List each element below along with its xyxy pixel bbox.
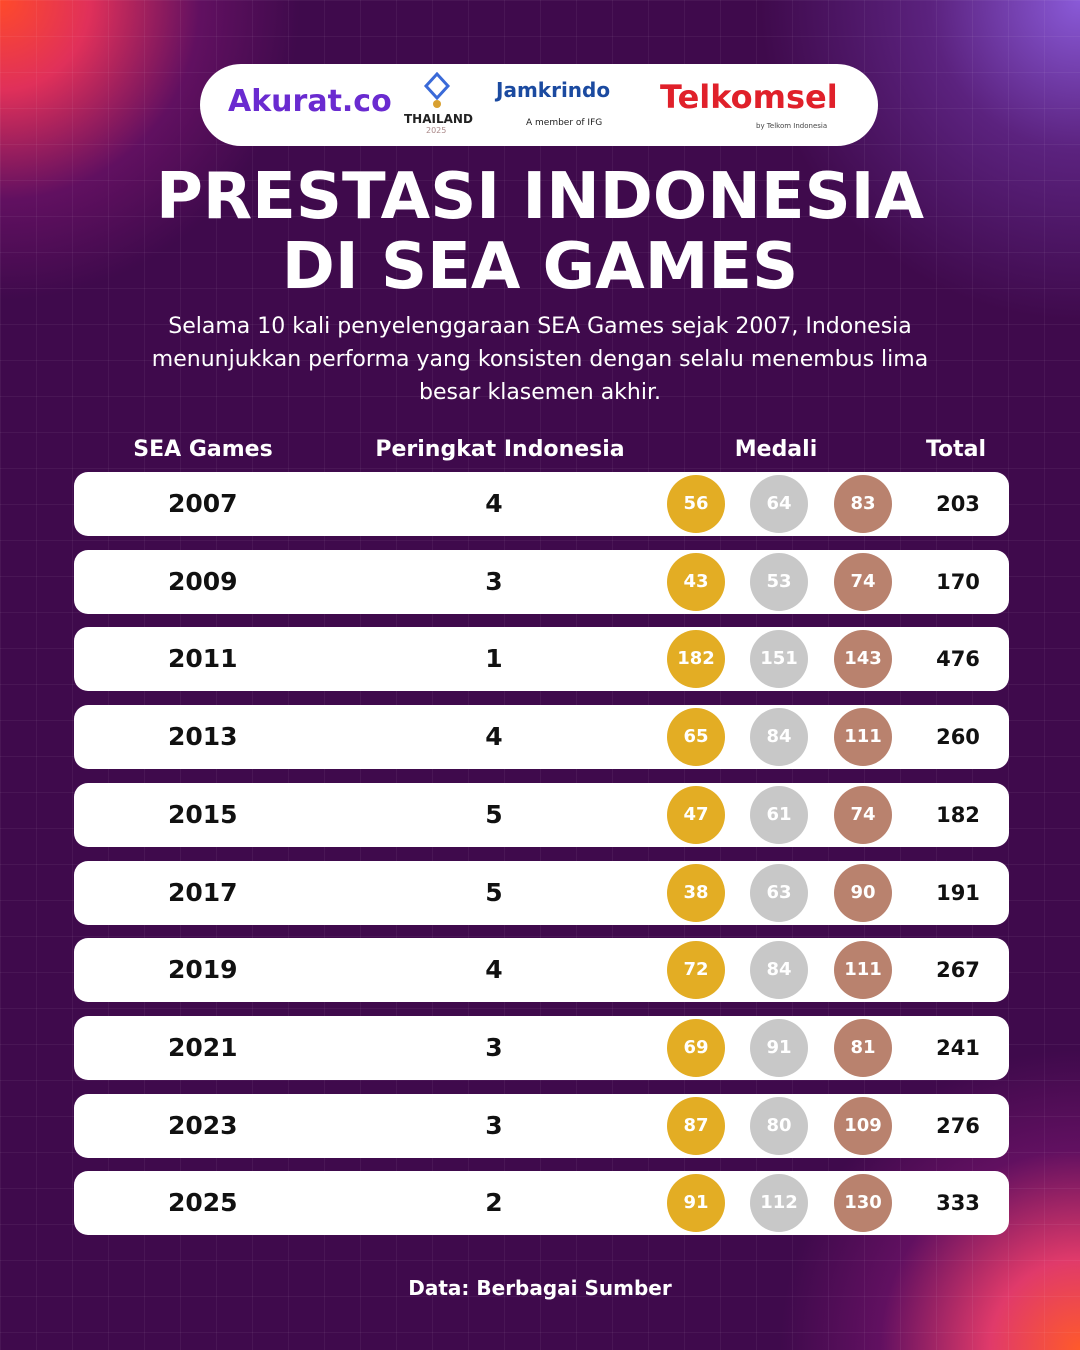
total: 182	[936, 802, 980, 827]
subtitle: Selama 10 kali penyelenggaraan SEA Games…	[151, 314, 929, 405]
table-row: 2019 4 72 84 111 267	[74, 938, 1009, 1003]
gold-medals: 38	[667, 863, 725, 922]
silver-medals: 84	[750, 708, 808, 767]
total: 276	[936, 1113, 980, 1138]
title-line: DI SEA GAMES	[281, 230, 799, 304]
year: 2011	[168, 644, 238, 674]
rank: 3	[485, 1032, 503, 1062]
bronze-medals: 111	[834, 708, 892, 767]
table-row: 2023 3 87 80 109 276	[74, 1093, 1009, 1158]
table-row: 2007 4 56 64 83 203	[74, 472, 1009, 536]
silver-medals: 80	[750, 1096, 808, 1155]
year: 2021	[168, 1032, 238, 1062]
gold-medals: 182	[667, 630, 725, 689]
total: 260	[936, 725, 980, 750]
bronze-medals: 90	[834, 863, 892, 922]
silver-medals: 64	[750, 475, 808, 533]
total: 241	[936, 1035, 980, 1060]
total: 476	[936, 647, 980, 672]
logo-telkomsel-by: by Telkom Indonesia	[756, 122, 828, 130]
column-header: Medali	[734, 437, 818, 462]
total: 170	[936, 569, 980, 594]
title: PRESTASI INDONESIA DI SEA GAMES	[0, 162, 1080, 302]
logo-akurat: Akurat.co	[228, 84, 392, 119]
silver-medals: 91	[750, 1018, 808, 1077]
rank: 3	[485, 1110, 503, 1140]
gold-medals: 65	[667, 708, 725, 767]
silver-medals: 63	[750, 863, 808, 922]
logo-thailand-year: 2025	[426, 126, 447, 135]
silver-medals: 112	[750, 1174, 808, 1233]
year: 2007	[168, 489, 238, 518]
gold-medals: 43	[667, 552, 725, 611]
table-row: 2025 2 91 112 130 333	[74, 1171, 1009, 1236]
rank: 2	[485, 1188, 503, 1218]
column-header: Peringkat Indonesia	[375, 437, 625, 462]
table-row: 2011 1 182 151 143 476	[74, 627, 1009, 692]
gold-medals: 56	[667, 475, 725, 533]
year: 2017	[168, 877, 238, 907]
bronze-medals: 74	[834, 552, 892, 611]
rank: 4	[485, 722, 503, 752]
bronze-medals: 143	[834, 630, 892, 689]
year: 2025	[168, 1188, 238, 1218]
year: 2009	[168, 566, 238, 596]
year: 2015	[168, 799, 238, 829]
column-header: Total	[925, 437, 987, 462]
table-row: 2009 3 43 53 74 170	[74, 549, 1009, 614]
rank: 5	[485, 877, 503, 907]
silver-medals: 61	[750, 785, 808, 844]
logo-bar: Akurat.co THAILAND 2025 Jamkrindo A memb…	[200, 64, 878, 146]
table-row: 2013 4 65 84 111 260	[74, 705, 1009, 770]
gold-medals: 69	[667, 1018, 725, 1077]
table-row: 2017 5 38 63 90 191	[74, 860, 1009, 925]
bronze-medals: 111	[834, 941, 892, 1000]
bronze-medals: 74	[834, 785, 892, 844]
rank: 3	[485, 566, 503, 596]
silver-medals: 84	[750, 941, 808, 1000]
gold-medals: 91	[667, 1174, 725, 1233]
title-line: PRESTASI INDONESIA	[155, 160, 925, 234]
silver-medals: 53	[750, 552, 808, 611]
rank: 4	[485, 489, 503, 518]
year: 2023	[168, 1110, 238, 1140]
bronze-medals: 130	[834, 1174, 892, 1233]
logo-thailand: THAILAND	[404, 112, 473, 126]
gold-medals: 72	[667, 941, 725, 1000]
rank: 1	[485, 644, 503, 674]
logo-jamkrindo-member: A member of IFG	[526, 118, 603, 128]
bronze-medals: 83	[834, 475, 892, 533]
gold-medals: 87	[667, 1096, 725, 1155]
gold-medals: 47	[667, 785, 725, 844]
total: 267	[936, 958, 980, 983]
rank: 5	[485, 799, 503, 829]
rank: 4	[485, 955, 503, 985]
year: 2019	[168, 955, 238, 985]
logo-telkomsel: Telkomsel	[660, 78, 838, 116]
total: 333	[936, 1191, 980, 1216]
column-header: SEA Games	[133, 437, 273, 462]
source: Data: Berbagai Sumber	[408, 1276, 672, 1300]
year: 2013	[168, 722, 238, 752]
logo-jamkrindo: Jamkrindo	[496, 78, 611, 102]
table-row: 2015 5 47 61 74 182	[74, 782, 1009, 847]
silver-medals: 151	[750, 630, 808, 689]
table-row: 2021 3 69 91 81 241	[74, 1015, 1009, 1080]
bronze-medals: 81	[834, 1018, 892, 1077]
bronze-medals: 109	[834, 1096, 892, 1155]
total: 191	[936, 880, 980, 905]
total: 203	[936, 492, 980, 516]
logo-thailand-icon	[423, 72, 451, 108]
